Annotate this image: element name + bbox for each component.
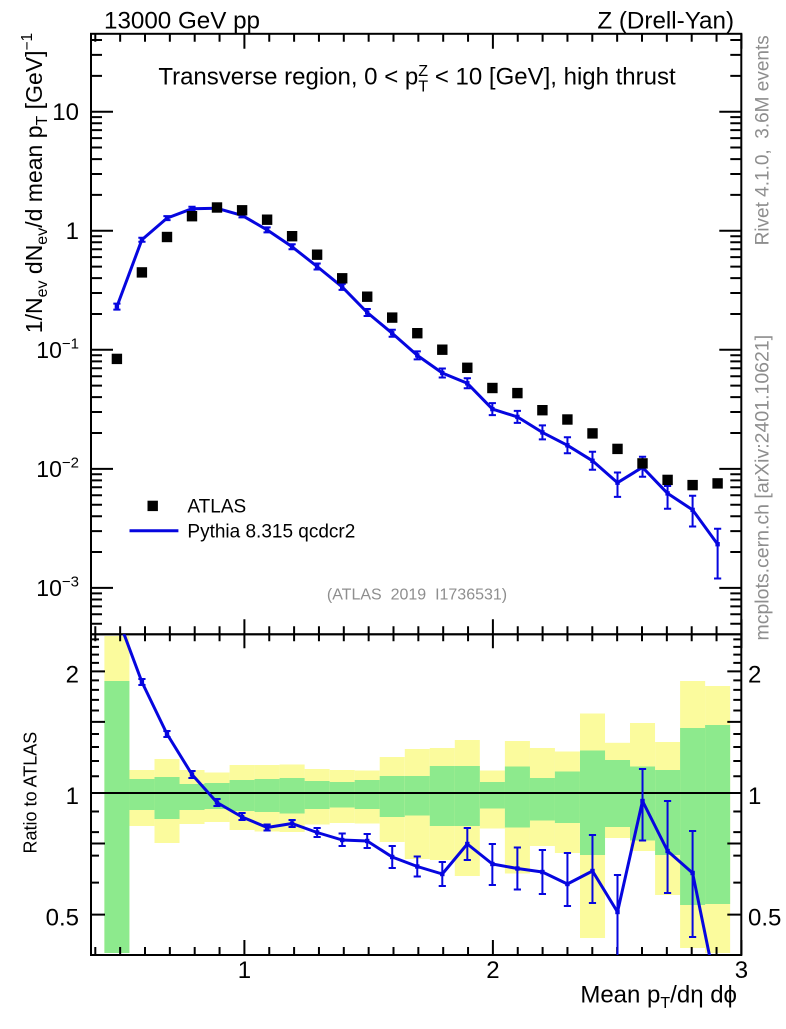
svg-text:Rivet 4.1.0, 3.6M events: Rivet 4.1.0, 3.6M events: [753, 35, 774, 245]
svg-text:13000 GeV pp: 13000 GeV pp: [104, 8, 260, 35]
svg-text:1: 1: [748, 783, 761, 810]
svg-text:0.5: 0.5: [46, 905, 79, 932]
svg-text:Mean pT/dη dϕ: Mean pT/dη dϕ: [580, 982, 737, 1013]
svg-text:1: 1: [66, 218, 79, 245]
svg-text:(ATLAS 2019 I1736531): (ATLAS 2019 I1736531): [327, 587, 507, 604]
svg-text:Z (Drell-Yan): Z (Drell-Yan): [597, 8, 734, 35]
svg-text:2: 2: [66, 661, 79, 688]
svg-text:3: 3: [735, 957, 748, 984]
svg-text:mcplots.cern.ch [arXiv:2401.10: mcplots.cern.ch [arXiv:2401.10621]: [752, 335, 774, 641]
svg-text:0.5: 0.5: [748, 905, 781, 932]
svg-text:1: 1: [66, 783, 79, 810]
svg-text:Ratio to ATLAS: Ratio to ATLAS: [21, 732, 41, 854]
svg-text:10−2: 10−2: [36, 455, 79, 483]
svg-text:2: 2: [486, 957, 499, 984]
svg-text:Transverse region, 0 < pZT < 1: Transverse region, 0 < pZ T < 10 [GeV], h…: [158, 63, 676, 96]
svg-text:1: 1: [238, 957, 251, 984]
svg-text:2: 2: [748, 661, 761, 688]
svg-text:Pythia 8.315 qcdcr2: Pythia 8.315 qcdcr2: [187, 522, 355, 543]
svg-text:10: 10: [52, 99, 79, 126]
svg-text:ATLAS: ATLAS: [187, 497, 246, 518]
